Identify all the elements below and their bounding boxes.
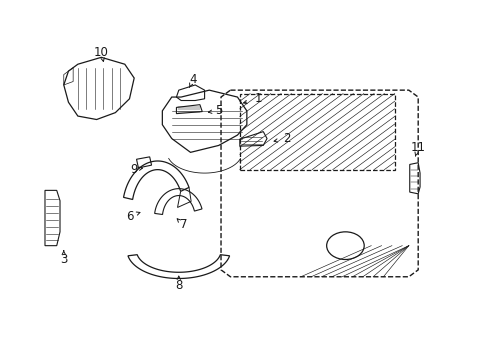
Text: 4: 4 — [189, 73, 196, 86]
Text: 3: 3 — [60, 253, 67, 266]
Text: 8: 8 — [175, 279, 182, 292]
Text: 11: 11 — [410, 141, 425, 154]
Text: 2: 2 — [283, 132, 290, 145]
Text: 6: 6 — [125, 210, 133, 223]
Text: 9: 9 — [130, 163, 138, 176]
Text: 5: 5 — [215, 104, 222, 117]
Text: 7: 7 — [180, 219, 187, 231]
Text: 10: 10 — [94, 46, 108, 59]
Text: 1: 1 — [254, 92, 262, 105]
